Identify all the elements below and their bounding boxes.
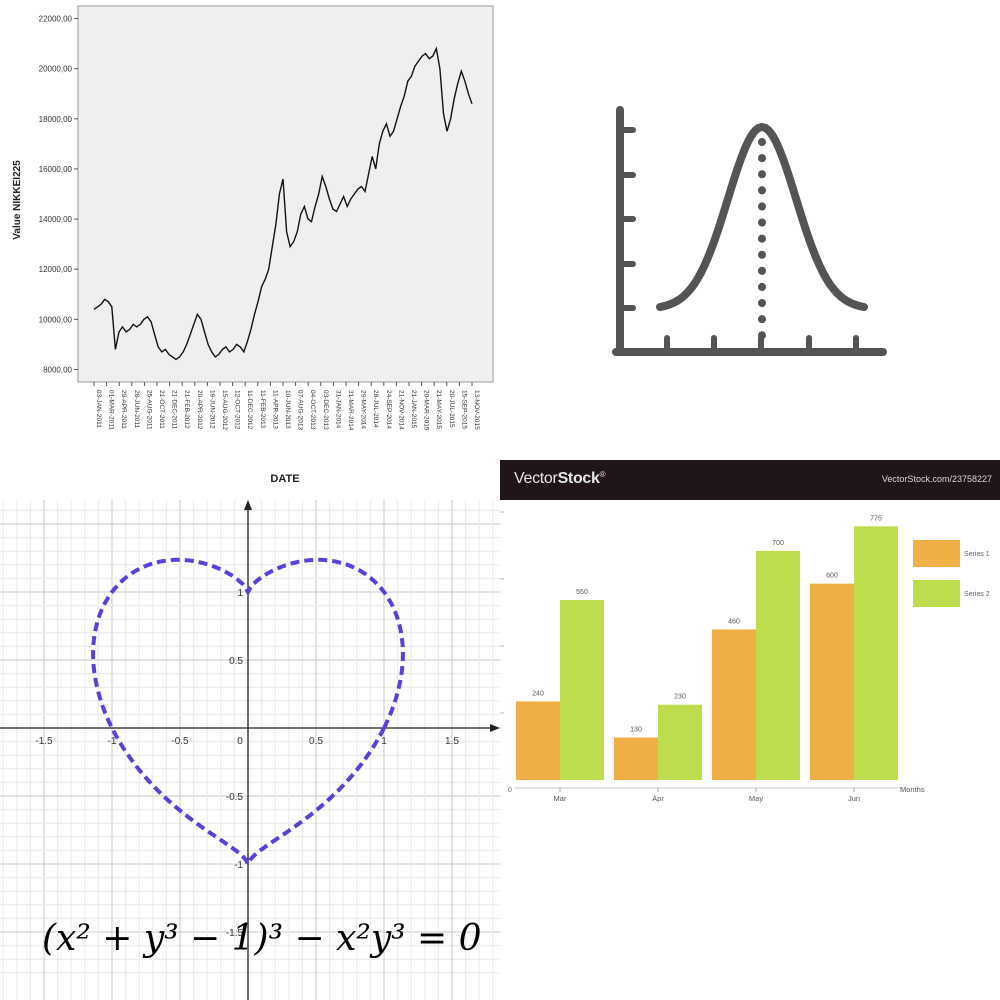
- x-tick-label: 15-SEP-2015: [460, 390, 467, 429]
- x-tick-label: 28-JUN-2011: [133, 390, 140, 429]
- x-tick-label: -1.5: [35, 736, 53, 747]
- x-tick-label: 0.5: [309, 736, 323, 747]
- vectorstock-logo: VectorStock®: [514, 470, 606, 487]
- y-tick-label: 10000,00: [39, 315, 73, 324]
- x-tick-label: 11-DEC-2012: [246, 390, 253, 430]
- bar: [854, 526, 898, 780]
- x-tick-label: 0: [237, 736, 243, 747]
- bar-value-label: 600: [826, 573, 838, 580]
- nikkei-chart-panel: 8000,00 10000,00 12000,00 14000,00 16000,00 1…: [0, 0, 500, 500]
- x-tick-label: 15-AUG-2012: [221, 390, 228, 430]
- x-tick-label: 29-APR-2011: [120, 390, 127, 429]
- x-tick-label: May: [749, 794, 763, 803]
- x-tick-label: Apr: [652, 794, 664, 803]
- x-tick-label: 10-JUN-2013: [284, 390, 291, 429]
- x-tick-label: 31-JAN-2014: [334, 390, 341, 429]
- bell-curve-panel: [500, 0, 1000, 460]
- x-tick-label: 03-JAN-2011: [95, 390, 102, 428]
- nikkei-chart: 8000,00 10000,00 12000,00 14000,00 16000,00 1…: [12, 5, 494, 485]
- y-axis-label: Value NIKKEI225: [12, 160, 23, 240]
- x-tick-label: 24-SEP-2014: [385, 390, 392, 429]
- x-tick-label: 07-AUG-2013: [297, 390, 304, 430]
- x-tick-label: 21-OCT-2011: [158, 390, 165, 429]
- x-tick-label: 21-DEC-2011: [171, 390, 178, 430]
- x-tick-label: 11-FEB-2013: [259, 390, 266, 429]
- x-axis-arrow: [490, 724, 500, 732]
- x-tick-label: Jun: [848, 794, 860, 803]
- vectorstock-banner: VectorStock® VectorStock.com/23758227: [500, 460, 1000, 500]
- y-tick-label: 1: [237, 588, 243, 599]
- x-tick-label: 11-APR-2013: [271, 390, 278, 429]
- y-axis-arrow: [244, 500, 252, 510]
- x-tick-label: 03-DEC-2013: [322, 390, 329, 430]
- y-tick-label: 12000,00: [39, 265, 73, 274]
- x-tick-label: 1: [381, 736, 387, 747]
- x-tick-label: 21-JAN-2015: [410, 390, 417, 429]
- y-zero-label: 0: [508, 787, 512, 794]
- bar-chart-panel: VectorStock® VectorStock.com/23758227 0 2…: [500, 460, 1000, 1000]
- heart-equation: (x² + y³ − 1)³ − x²y³ = 0: [42, 918, 482, 959]
- y-tick-label: 16000,00: [39, 165, 73, 174]
- x-tick-label: 12-OCT-2012: [234, 390, 241, 430]
- bell-curve: [656, 122, 868, 311]
- x-tick-label: 04-OCT-2013: [309, 390, 316, 430]
- bar: [756, 550, 800, 780]
- y-tick-label: -1: [234, 860, 243, 871]
- x-tick-label: 21-MAY-2015: [435, 390, 442, 429]
- y-tick-label: 18000,00: [39, 115, 73, 124]
- x-axis-label: Months: [900, 785, 925, 794]
- y-tick-label: 8000,00: [43, 365, 72, 374]
- legend-label: Series 2: [964, 591, 990, 598]
- x-tick-label: -1: [108, 736, 117, 747]
- x-tick-label: 01-MAR-2011: [108, 390, 115, 430]
- y-tick-label: -1.5: [226, 928, 244, 939]
- heart-curve-chart: -1.5 -1 -0.5 0 0.5 1 1.5 1 0.5 -0.5 -1 -1.5: [0, 500, 500, 1000]
- x-tick-label: 21-FEB-2012: [183, 390, 190, 429]
- bar-value-label: 230: [674, 694, 686, 701]
- grouped-bar-chart: 0 240 550 Mar 130 230 Apr 460 700 May 600 775 Jun Mon…: [500, 511, 990, 803]
- x-tick-label: 13-NOV-2015: [473, 390, 480, 430]
- y-tick-label: -0.5: [226, 792, 244, 803]
- x-tick-label: 20-APR-2012: [196, 390, 203, 430]
- bar: [614, 737, 658, 780]
- x-tick-label: 1.5: [445, 736, 459, 747]
- legend-label: Series 1: [964, 551, 990, 558]
- x-tick-label: 25-AUG-2011: [145, 390, 152, 430]
- y-tick-label: 22000,00: [39, 15, 73, 24]
- bar-value-label: 460: [728, 618, 740, 625]
- x-tick-label: 31-MAR-2014: [347, 390, 354, 431]
- bar-value-label: 550: [576, 589, 588, 596]
- x-tick-label: 21-NOV-2014: [397, 390, 404, 430]
- x-tick-label: 28-JUL-2014: [372, 390, 379, 428]
- x-tick-label: Mar: [554, 794, 567, 803]
- y-tick-label: 0.5: [229, 656, 243, 667]
- x-tick-label: 19-JUN-2012: [208, 390, 215, 429]
- y-tick-label: 14000,00: [39, 215, 73, 224]
- bell-curve-chart: [612, 106, 887, 356]
- x-tick-label: 29-MAY-2014: [360, 390, 367, 429]
- x-tick-label: 20-MAR-2015: [423, 390, 430, 431]
- y-tick-label: 20000,00: [39, 65, 73, 74]
- bar: [810, 583, 854, 780]
- bar: [560, 600, 604, 780]
- x-axis-label: DATE: [270, 473, 299, 485]
- bar-value-label: 700: [772, 540, 784, 547]
- x-tick-label: -0.5: [171, 736, 189, 747]
- legend-swatch: [913, 540, 960, 567]
- vectorstock-url: VectorStock.com/23758227: [881, 474, 992, 484]
- bar: [712, 629, 756, 780]
- nikkei-series-line: [93, 46, 473, 361]
- bar-value-label: 775: [870, 515, 882, 522]
- bar: [658, 704, 702, 780]
- plot-area: [77, 5, 494, 383]
- x-tick-label: 20-JUL-2015: [448, 390, 455, 428]
- bar-value-label: 240: [532, 690, 544, 697]
- heart-curve-panel: -1.5 -1 -0.5 0 0.5 1 1.5 1 0.5 -0.5 -1 -1.5 (x² + y…: [0, 500, 500, 1000]
- bar-value-label: 130: [630, 726, 642, 733]
- legend-swatch: [913, 580, 960, 607]
- bar: [516, 701, 560, 780]
